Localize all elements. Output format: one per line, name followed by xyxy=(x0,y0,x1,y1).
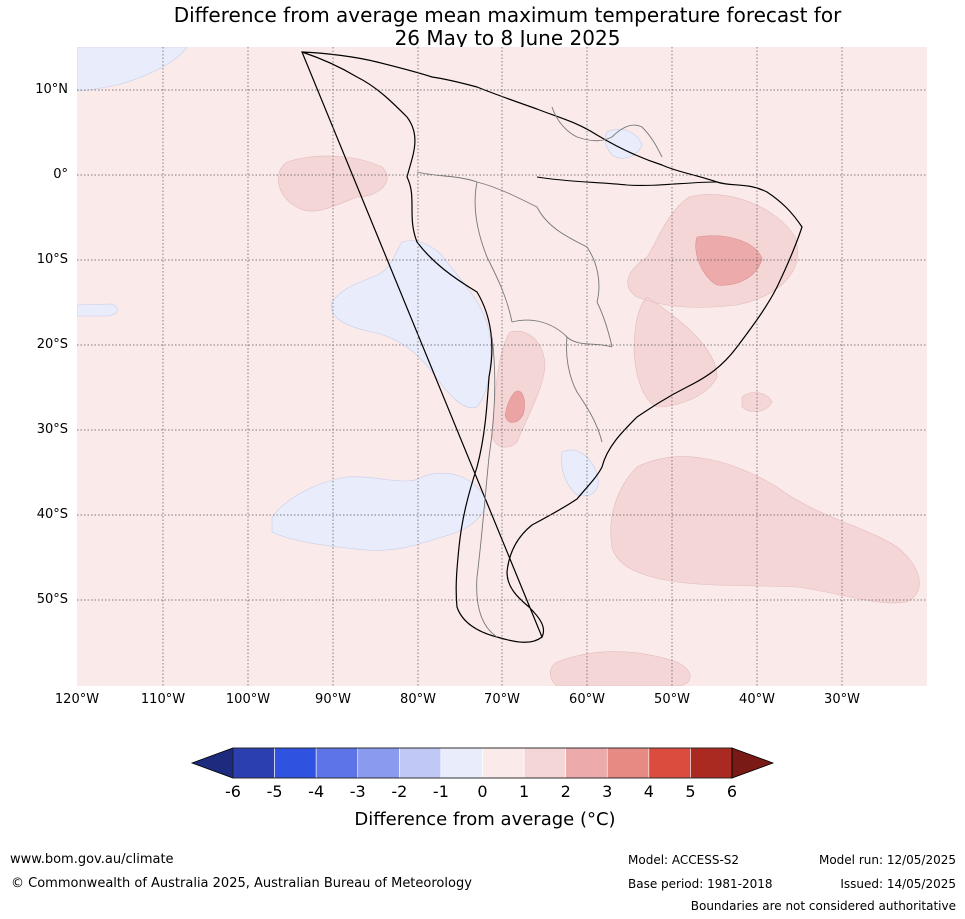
colorbar-tick-label: 5 xyxy=(685,782,696,801)
map-svg xyxy=(77,47,927,686)
colorbar-cell xyxy=(274,747,317,779)
northeast-brazil-warm-core xyxy=(695,235,763,286)
lat-label-10n: 10°N xyxy=(35,82,68,97)
andes-warm-area xyxy=(491,330,546,448)
guiana-cool-area xyxy=(605,128,643,159)
colorbar-label: Difference from average (°C) xyxy=(354,809,616,830)
colorbar-tick-label: 2 xyxy=(560,782,571,801)
colorbar-cells xyxy=(232,747,733,779)
lat-label-50s: 50°S xyxy=(36,592,68,607)
map-title: Difference from average mean maximum tem… xyxy=(0,4,965,50)
colorbar-cell xyxy=(399,747,442,779)
colorbar-cell xyxy=(482,747,525,779)
colorbar-cell xyxy=(357,747,400,779)
west-cool-patch xyxy=(77,303,118,317)
colorbar-cell xyxy=(315,747,359,779)
footer-base-period: Base period: 1981-2018 xyxy=(628,877,773,891)
amazon-river xyxy=(536,176,718,187)
colorbar-cell xyxy=(565,747,608,779)
lat-label-10s: 10°S xyxy=(36,252,68,267)
colorbar-tick-label: 3 xyxy=(602,782,613,801)
northwest-cool-area xyxy=(77,47,188,92)
lon-label-40w: 40°W xyxy=(739,692,775,707)
central-brazil-warm-area xyxy=(627,194,798,408)
colorbar-tick-label: -3 xyxy=(349,782,366,801)
lon-label-30w: 30°W xyxy=(824,692,860,707)
colorbar-cell xyxy=(232,747,275,779)
footer-disclaimer: Boundaries are not considered authoritat… xyxy=(690,899,956,913)
colorbar-tick-label: -2 xyxy=(391,782,408,801)
colorbar-cell xyxy=(648,747,691,779)
lon-label-60w: 60°W xyxy=(569,692,605,707)
colorbar-tick-label: -4 xyxy=(308,782,325,801)
south-warm-patch xyxy=(549,651,691,686)
lat-label-20s: 20°S xyxy=(36,337,68,352)
footer-url[interactable]: www.bom.gov.au/climate xyxy=(10,852,174,867)
lon-label-70w: 70°W xyxy=(484,692,520,707)
lat-label-0: 0° xyxy=(53,167,68,182)
lat-label-30s: 30°S xyxy=(36,422,68,437)
colorbar-tick-label: -1 xyxy=(432,782,449,801)
lon-label-50w: 50°W xyxy=(654,692,690,707)
colorbar-tick-label: 4 xyxy=(643,782,654,801)
map-panel xyxy=(77,47,927,686)
colorbar-frame xyxy=(232,747,733,779)
colorbar-low-extend xyxy=(190,747,234,779)
colorbar-cell xyxy=(690,747,733,779)
colorbar-tick-label: 6 xyxy=(726,782,738,801)
colorbar-cell xyxy=(523,747,566,779)
title-line-2: 26 May to 8 June 2025 xyxy=(394,26,621,50)
colorbar-tick-label: 0 xyxy=(477,782,488,801)
title-line-1: Difference from average mean maximum tem… xyxy=(173,3,842,27)
footer-issued: Issued: 14/05/2025 xyxy=(840,877,956,891)
colorbar-tick-label: -5 xyxy=(266,782,283,801)
map-graticule xyxy=(77,47,927,686)
lon-label-80w: 80°W xyxy=(400,692,436,707)
lat-label-40s: 40°S xyxy=(36,507,68,522)
lon-label-110w: 110°W xyxy=(140,692,186,707)
colorbar-tick-label: -6 xyxy=(225,782,241,801)
footer-model: Model: ACCESS-S2 xyxy=(628,853,740,867)
andes-warm-core xyxy=(504,390,525,423)
colorbar xyxy=(190,747,775,779)
colorbar-cell xyxy=(606,747,650,779)
colorbar-tick-label: 1 xyxy=(518,782,530,801)
lon-label-100w: 100°W xyxy=(225,692,271,707)
lon-label-90w: 90°W xyxy=(315,692,351,707)
south-america-coastline xyxy=(301,51,803,643)
colorbar-high-extend xyxy=(731,747,775,779)
footer-model-run: Model run: 12/05/2025 xyxy=(818,853,956,867)
colorbar-cell xyxy=(440,747,483,779)
lon-label-120w: 120°W xyxy=(54,692,100,707)
footer-copyright: © Commonwealth of Australia 2025, Austra… xyxy=(11,876,472,891)
andes-border xyxy=(476,336,498,638)
